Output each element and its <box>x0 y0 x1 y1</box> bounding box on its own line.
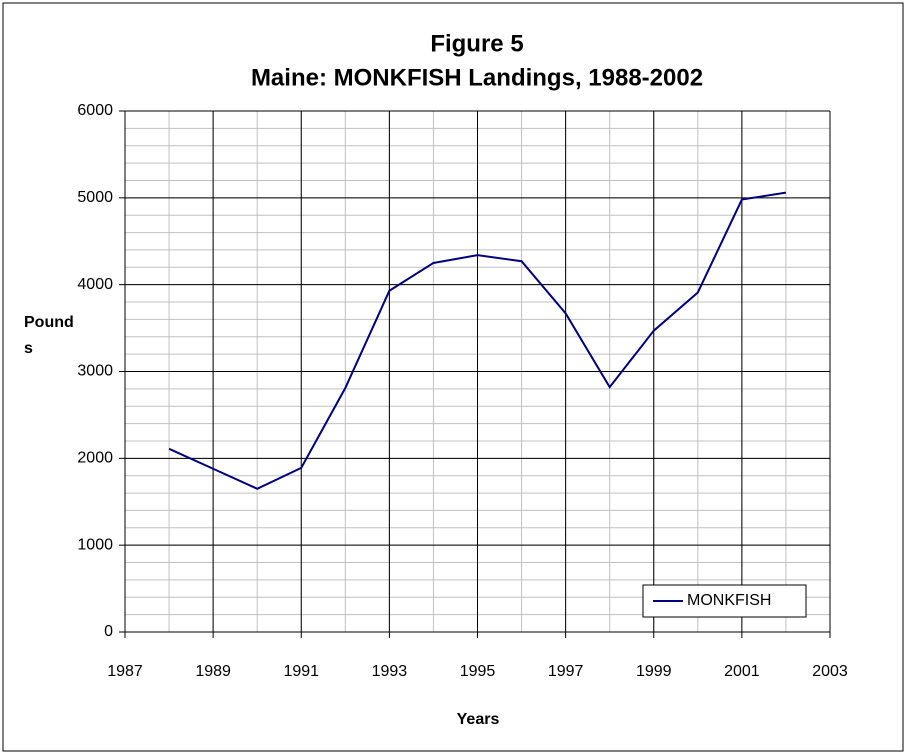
legend-label: MONKFISH <box>687 592 771 609</box>
x-tick-label: 1997 <box>548 663 584 680</box>
y-axis-label: Pounds <box>24 314 74 357</box>
x-tick-label: 2003 <box>812 663 848 680</box>
y-tick-label: 5000 <box>77 189 113 206</box>
y-tick-label: 1000 <box>77 536 113 553</box>
line-series <box>168 191 787 490</box>
chart-subtitle: Maine: MONKFISH Landings, 1988-2002 <box>251 64 703 91</box>
x-tick-label: 2001 <box>724 663 760 680</box>
x-tick-label: 1989 <box>195 663 231 680</box>
y-tick-label: 2000 <box>77 450 113 467</box>
x-tick-label: 1991 <box>283 663 319 680</box>
x-tick-label: 1987 <box>107 663 143 680</box>
y-tick-label: 4000 <box>77 276 113 293</box>
x-tick-label: 1993 <box>372 663 408 680</box>
x-tick-label: 1999 <box>636 663 672 680</box>
x-tick-label: 1995 <box>460 663 496 680</box>
chart-title: Figure 5 <box>430 30 523 57</box>
x-axis-label: Years <box>457 711 500 728</box>
y-axis-label-box: Pounds <box>24 314 74 357</box>
y-tick-label: 6000 <box>77 102 113 119</box>
y-tick-label: 3000 <box>77 363 113 380</box>
y-tick-label: 0 <box>104 623 113 640</box>
